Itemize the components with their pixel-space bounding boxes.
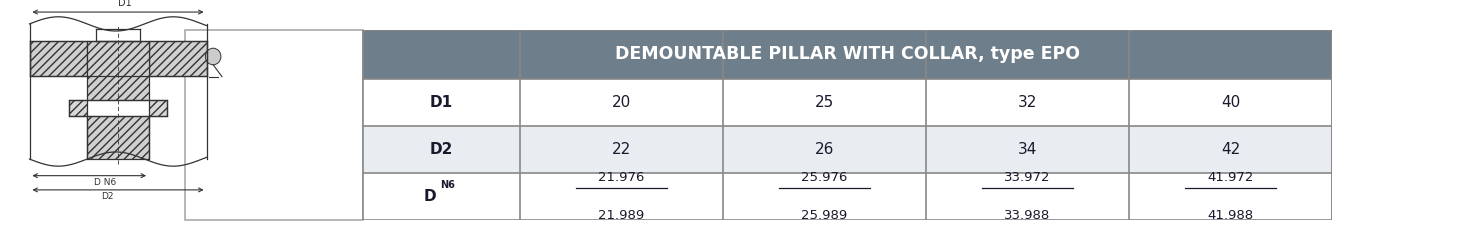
Text: D2: D2 <box>101 192 112 201</box>
Text: 25.989: 25.989 <box>801 209 848 222</box>
Bar <box>364 30 1332 79</box>
Text: 26: 26 <box>815 142 835 157</box>
Bar <box>185 30 364 220</box>
Bar <box>364 173 1332 220</box>
Text: D2: D2 <box>431 142 453 157</box>
Text: 20: 20 <box>611 95 630 110</box>
Text: 32: 32 <box>1018 95 1037 110</box>
Text: D N6: D N6 <box>93 178 115 187</box>
Text: 25.976: 25.976 <box>801 171 848 184</box>
Text: 21.989: 21.989 <box>598 209 645 222</box>
Polygon shape <box>87 116 149 159</box>
Text: 25: 25 <box>815 95 835 110</box>
Circle shape <box>206 48 221 65</box>
Bar <box>364 126 1332 173</box>
Text: 34: 34 <box>1018 142 1037 157</box>
Text: D: D <box>423 189 437 204</box>
Text: 33.972: 33.972 <box>1005 171 1051 184</box>
Text: 21.976: 21.976 <box>598 171 645 184</box>
Polygon shape <box>30 41 87 76</box>
Text: D1: D1 <box>431 95 453 110</box>
Text: 41.972: 41.972 <box>1208 171 1254 184</box>
Bar <box>364 79 1332 126</box>
Text: DEMOUNTABLE PILLAR WITH COLLAR, type EPO: DEMOUNTABLE PILLAR WITH COLLAR, type EPO <box>616 45 1080 63</box>
Polygon shape <box>87 41 149 100</box>
Text: 42: 42 <box>1221 142 1240 157</box>
Polygon shape <box>70 100 87 116</box>
Text: N6: N6 <box>441 180 456 190</box>
Text: 22: 22 <box>611 142 630 157</box>
Polygon shape <box>149 100 167 116</box>
Polygon shape <box>149 41 207 76</box>
Text: 41.988: 41.988 <box>1208 209 1254 222</box>
Text: 33.988: 33.988 <box>1005 209 1051 222</box>
Text: 40: 40 <box>1221 95 1240 110</box>
Text: D1: D1 <box>118 0 132 8</box>
